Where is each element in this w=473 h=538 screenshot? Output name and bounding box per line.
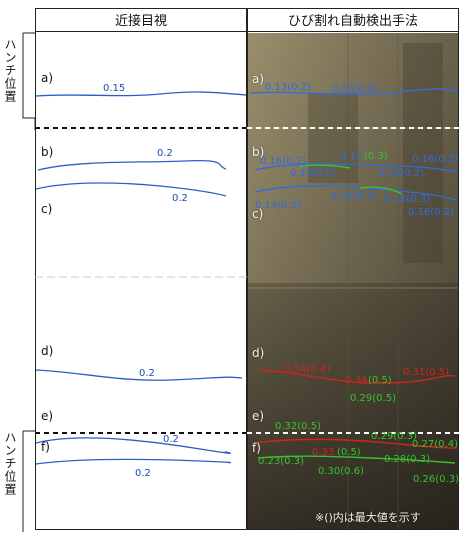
photo-footnote: ※()内は最大値を示す [315, 511, 421, 524]
left-width-a: 0.15 [103, 83, 126, 94]
row-label-a: a) [41, 71, 54, 85]
photo-row-label-d: d) [252, 346, 265, 360]
photo-width-c1: 0.14(0.2) [255, 200, 301, 211]
photo-width-f7: 0.26(0.3) [413, 474, 459, 485]
photo-row-label-e: e) [252, 409, 265, 423]
top-haunch-bracket [22, 33, 36, 130]
photo-row-label-a: a) [252, 72, 265, 86]
photo-width-c3: 0.15(0.3) [384, 194, 430, 205]
photo-width-f2-paren: (0.5) [337, 447, 361, 458]
photo-width-d3: 0.29(0.5) [350, 393, 396, 404]
top-haunch-label: ハンチ位置 [3, 38, 17, 103]
photo-width-f3: 0.27(0.4) [412, 439, 458, 450]
row-label-f: f) [41, 440, 50, 454]
photo-width-b2: 0.13(0.2) [290, 168, 336, 179]
photo-width-f-green1: 0.32(0.5) [275, 421, 321, 432]
row-label-b: b) [41, 145, 54, 159]
left-width-d: 0.2 [139, 368, 155, 379]
photo-width-f4: 0.23(0.3) [258, 456, 304, 467]
left-panel [35, 8, 247, 530]
left-width-b1: 0.2 [157, 148, 173, 159]
photo-width-d1: 0.34(0.4) [284, 364, 330, 375]
photo-width-f5: 0.30(0.6) [318, 466, 364, 477]
photo-width-a1: 0.13(0.2) [265, 82, 311, 93]
photo-width-b5: 0.16(0.2) [412, 154, 458, 165]
left-width-f1: 0.2 [163, 434, 179, 445]
photo-width-d2-paren: (0.5) [368, 375, 392, 386]
photo-row-label-b: b) [252, 145, 265, 159]
right-panel [247, 8, 459, 530]
photo-width-d4: 0.31(0.5) [403, 367, 449, 378]
photo-width-f6: 0.28(0.3) [384, 454, 430, 465]
photo-width-b4: 0.15(0.2) [378, 168, 424, 179]
photo-width-a2: 0.15(0.2) [332, 84, 378, 95]
photo-row-label-f: f) [252, 441, 261, 455]
photo-width-c2: 0.15(0.2) [331, 191, 377, 202]
row-label-e: e) [41, 409, 54, 423]
photo-width-c4: 0.16(0.2) [408, 207, 454, 218]
left-width-b2: 0.2 [172, 193, 188, 204]
photo-width-b3: 0.17 [340, 151, 363, 162]
photo-row-label-c: c) [252, 207, 264, 221]
photo-width-b3-paren: (0.3) [364, 151, 388, 162]
row-label-d: d) [41, 344, 54, 358]
right-header: ひび割れ自動検出手法 [247, 8, 459, 32]
row-label-c: c) [41, 202, 53, 216]
left-header: 近接目視 [35, 8, 247, 32]
photo-width-f1: 0.29(0.3) [371, 431, 417, 442]
photo-width-b1: 0.16(0.2) [260, 156, 306, 167]
left-width-f2: 0.2 [135, 468, 151, 479]
photo-width-d2: 0.34 [345, 375, 368, 386]
bottom-haunch-label: ハンチ位置 [3, 431, 17, 496]
photo-width-f2: 0.33 [312, 447, 335, 458]
